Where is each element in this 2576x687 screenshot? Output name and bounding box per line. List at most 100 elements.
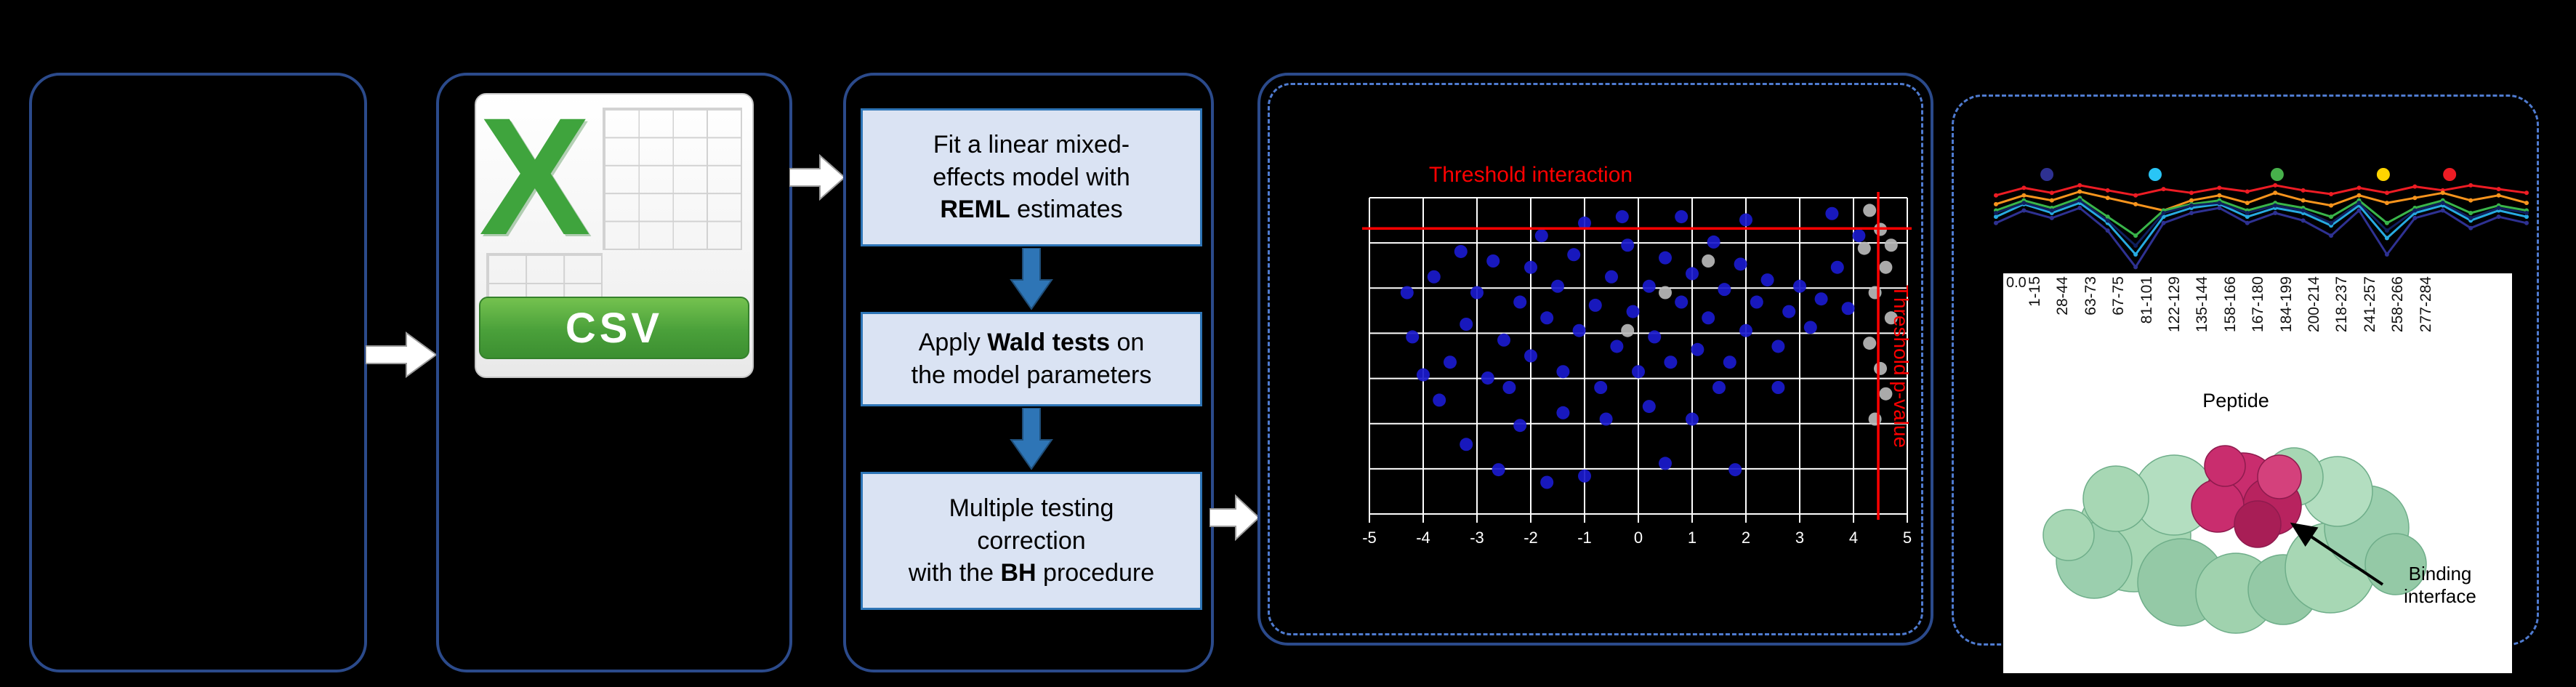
uptake-point [2077,182,2082,188]
scatter-point [1814,292,1828,306]
scatter-point [1460,438,1473,451]
scatter-point [1659,251,1672,265]
scatter-point [1427,270,1441,284]
spreadsheet-grid [603,107,742,250]
scatter-point [1578,469,1591,483]
scatter-point [1686,412,1699,426]
y-axis-tick-label: 0.0 [2006,275,2026,291]
step-text: estimates [1010,196,1123,224]
scatter-point [1723,355,1736,369]
scatter-point [1626,305,1640,318]
arrow-shape [1010,408,1053,470]
uptake-point [2161,220,2166,225]
step-text-bold: Wald tests [987,329,1110,357]
uptake-point [2105,188,2110,193]
uptake-chart [1994,168,2529,270]
x-tick-label: 2 [1742,529,1750,547]
uptake-point [2329,233,2334,238]
uptake-point [2329,214,2334,220]
flow-arrow-3-icon [1209,494,1260,541]
scatter-point [1567,248,1581,262]
scatter-point [1599,412,1613,426]
uptake-point [2161,210,2166,215]
uptake-point [2356,208,2362,213]
scatter-point [1540,475,1554,489]
uptake-point [2356,201,2362,206]
uptake-point [2105,196,2110,201]
uptake-point [2133,201,2138,206]
scatter-point [1879,260,1893,274]
state-legend-dots [2040,168,2457,181]
scatter-point [1841,302,1855,316]
uptake-point [2496,214,2501,220]
scatter-point [1524,349,1537,363]
uptake-point [2217,206,2222,211]
scatter-point [1868,412,1882,426]
csv-file-icon: X CSV [469,83,760,378]
step-box-reml-text: Fit a linear mixed- effects model with R… [933,129,1130,227]
legend-dot [2270,168,2284,181]
panel-input-data [29,73,367,672]
uptake-point [2496,193,2501,198]
scatter-point [1830,260,1844,274]
scatter-point [1702,311,1715,325]
peptide-tick-label: 1-15 [2026,276,2043,308]
scatter-point [1707,235,1720,249]
scatter-point [1534,229,1548,243]
uptake-point [2245,214,2250,220]
scatter-point [1460,318,1473,331]
scatter-point [1470,286,1484,300]
scatter-point [1621,238,1635,252]
step-text: Multiple testing correction with the [908,494,1114,587]
uptake-point [2077,206,2082,211]
uptake-point [2217,193,2222,198]
scatter-point [1782,305,1796,318]
scatter-point [1497,333,1510,347]
uptake-point [2161,187,2166,192]
peptide-tick-label: 277-284 [2417,276,2434,333]
uptake-point [2412,215,2418,220]
uptake-point [2384,228,2389,233]
scatter-point [1540,311,1554,325]
peptide-axis-labels: 1-15 28-44 63-73 67-75 81-101 122-129 135-144 1… [2003,273,2512,382]
uptake-point [2021,208,2026,213]
scatter-point [1884,311,1898,325]
peptide-tick-label: 218-237 [2333,276,2351,333]
uptake-point [2301,218,2306,223]
scatter-point [1621,324,1635,337]
scatter-point [1433,393,1446,407]
scatter-point [1648,330,1662,344]
scatter-point [1642,400,1656,414]
uptake-point [2301,188,2306,193]
uptake-point [2133,243,2138,248]
uptake-point [2384,201,2389,206]
scatter-point [1760,273,1774,287]
uptake-point [2329,203,2334,208]
uptake-point [2189,190,2194,196]
scatter-point [1675,295,1689,309]
panel-volcano-plot: -5 -4 -3 -2 -1 0 1 2 3 4 5 Threshold interaction Thr… [1257,73,1933,646]
peptide-tick-label: 200-214 [2306,276,2322,333]
scatter-point [1879,387,1893,401]
uptake-point [2217,201,2222,206]
uptake-line [1995,196,2527,237]
uptake-point [2105,228,2110,233]
scatter-point [1728,463,1742,477]
panel-statistics-steps: Fit a linear mixed- effects model with R… [843,73,1214,672]
uptake-point [2440,208,2445,213]
uptake-point [2189,198,2194,203]
legend-dot [2149,168,2162,181]
uptake-point [2329,220,2334,225]
uptake-point [2524,220,2529,225]
x-tick-label: 1 [1688,529,1696,547]
peptide-tick-label: 258-266 [2389,276,2407,333]
uptake-point [2384,252,2389,257]
scatter-point [1502,381,1516,394]
peptide-tick-label: 63-73 [2082,276,2099,316]
uptake-point [2049,198,2054,203]
uptake-point [2329,192,2334,197]
scatter-point [1884,238,1898,252]
uptake-point [2245,220,2250,225]
scatter-point [1857,241,1871,255]
scatter-point [1691,342,1704,356]
